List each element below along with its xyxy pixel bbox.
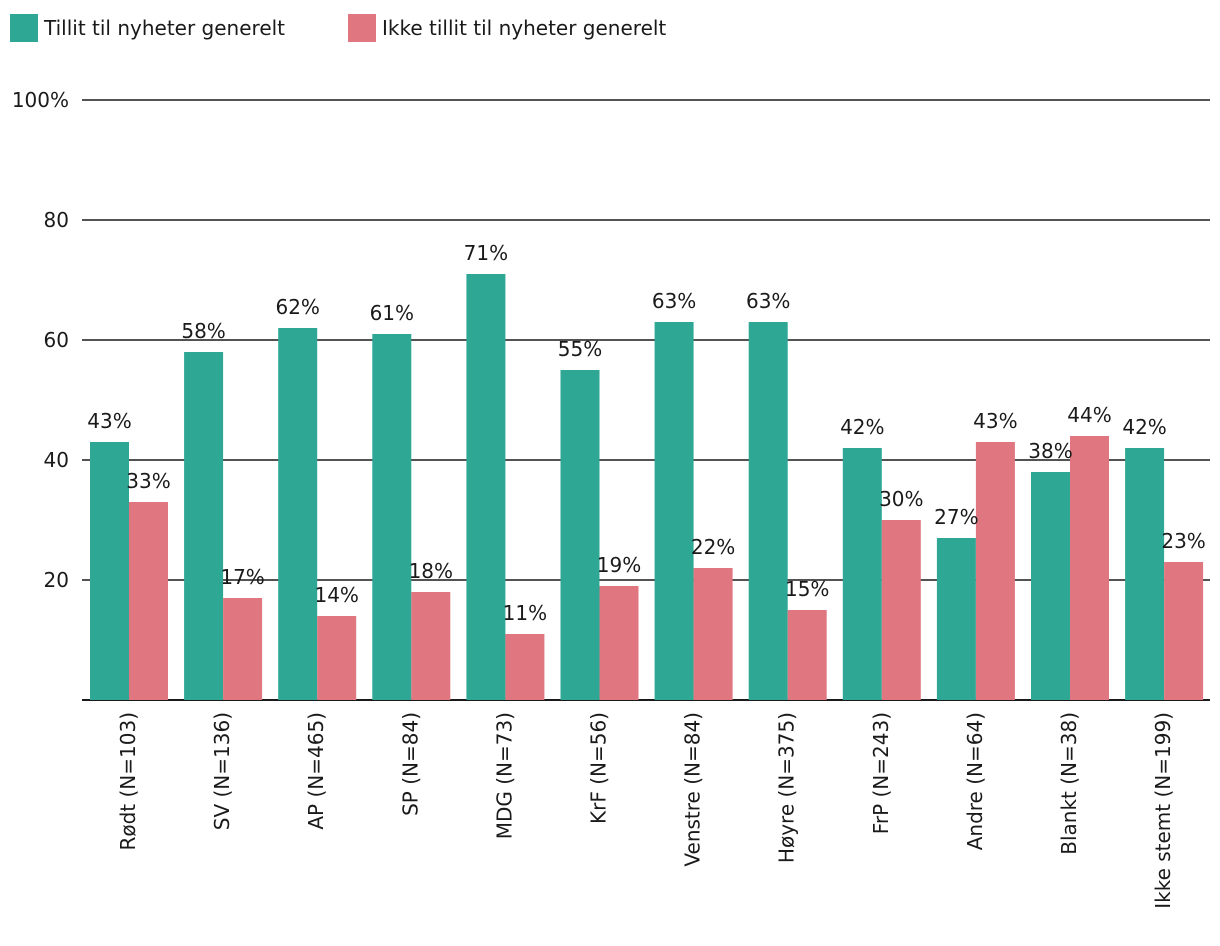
bars [90,274,1204,700]
category-label: Blankt (N=38) [1057,712,1081,855]
value-label: 22% [691,535,735,559]
bar-ikke-tillit-4 [411,592,451,700]
bar-tillit-6 [560,370,600,700]
y-tick-label: 100% [12,88,69,112]
value-label: 63% [652,289,696,313]
value-label: 23% [1161,529,1205,553]
legend: Tillit til nyheter generelt Ikke tillit t… [10,14,666,42]
bar-ikke-tillit-12 [1164,562,1204,700]
y-tick-label: 40 [44,448,69,472]
bar-tillit-7 [654,322,694,700]
bar-ikke-tillit-3 [317,616,357,700]
value-label: 58% [181,319,225,343]
value-label: 62% [275,295,319,319]
value-label: 63% [746,289,790,313]
legend-swatch-2 [348,14,376,42]
value-label: 30% [879,487,923,511]
gridlines: 20 40 60 80 100% [12,88,1210,701]
value-label: 14% [314,583,358,607]
bar-ikke-tillit-7 [693,568,733,700]
bar-ikke-tillit-8 [787,610,827,700]
bar-tillit-4 [372,334,412,700]
bar-ikke-tillit-5 [505,634,545,700]
value-label: 44% [1067,403,1111,427]
category-label: MDG (N=73) [492,712,516,839]
bar-ikke-tillit-2 [223,598,263,700]
value-label: 19% [597,553,641,577]
bar-tillit-8 [748,322,788,700]
value-label: 15% [785,577,829,601]
bar-ikke-tillit-6 [599,586,639,700]
value-label: 17% [220,565,264,589]
category-label: SV (N=136) [210,712,234,830]
value-label: 71% [464,241,508,265]
category-label: FrP (N=243) [869,712,893,834]
value-label: 33% [126,469,170,493]
legend-label-2: Ikke tillit til nyheter generelt [382,16,666,40]
y-tick-label: 20 [44,568,69,592]
category-label: Høyre (N=375) [775,712,799,863]
category-label: SP (N=84) [398,712,422,816]
bar-ikke-tillit-11 [1070,436,1109,700]
value-label: 42% [1122,415,1166,439]
bar-ikke-tillit-10 [975,442,1015,700]
bar-tillit-2 [184,352,224,700]
bar-tillit-11 [1031,472,1070,700]
value-label: 42% [840,415,884,439]
legend-label-1: Tillit til nyheter generelt [43,16,285,40]
category-label: Andre (N=64) [963,712,987,850]
bar-tillit-9 [842,448,882,700]
value-label: 43% [87,409,131,433]
category-label: AP (N=465) [304,712,328,830]
value-label: 61% [370,301,414,325]
bar-tillit-3 [278,328,318,700]
bar-ikke-tillit-1 [129,502,168,700]
bar-tillit-12 [1125,448,1165,700]
bar-tillit-1 [90,442,129,700]
value-label: 55% [558,337,602,361]
bar-tillit-10 [936,538,976,700]
value-labels: 43% 33% 58% 17% 62% 14% 61% 18% 71% 11% 55% 19% 63% 2… [87,241,1206,625]
value-label: 27% [934,505,978,529]
category-label: Ikke stemt (N=199) [1151,712,1175,909]
y-tick-label: 60 [44,328,69,352]
value-label: 11% [503,601,547,625]
category-label: Venstre (N=84) [681,712,705,867]
value-label: 18% [409,559,453,583]
category-labels: Rødt (N=103) SV (N=136) AP (N=465) SP (N=84… [116,712,1175,909]
category-label: Rødt (N=103) [116,712,140,851]
bar-tillit-5 [466,274,506,700]
category-label: KrF (N=56) [587,712,611,824]
value-label: 38% [1028,439,1072,463]
legend-swatch-1 [10,14,38,42]
value-label: 43% [973,409,1017,433]
y-tick-label: 80 [44,208,69,232]
bar-ikke-tillit-9 [881,520,921,700]
